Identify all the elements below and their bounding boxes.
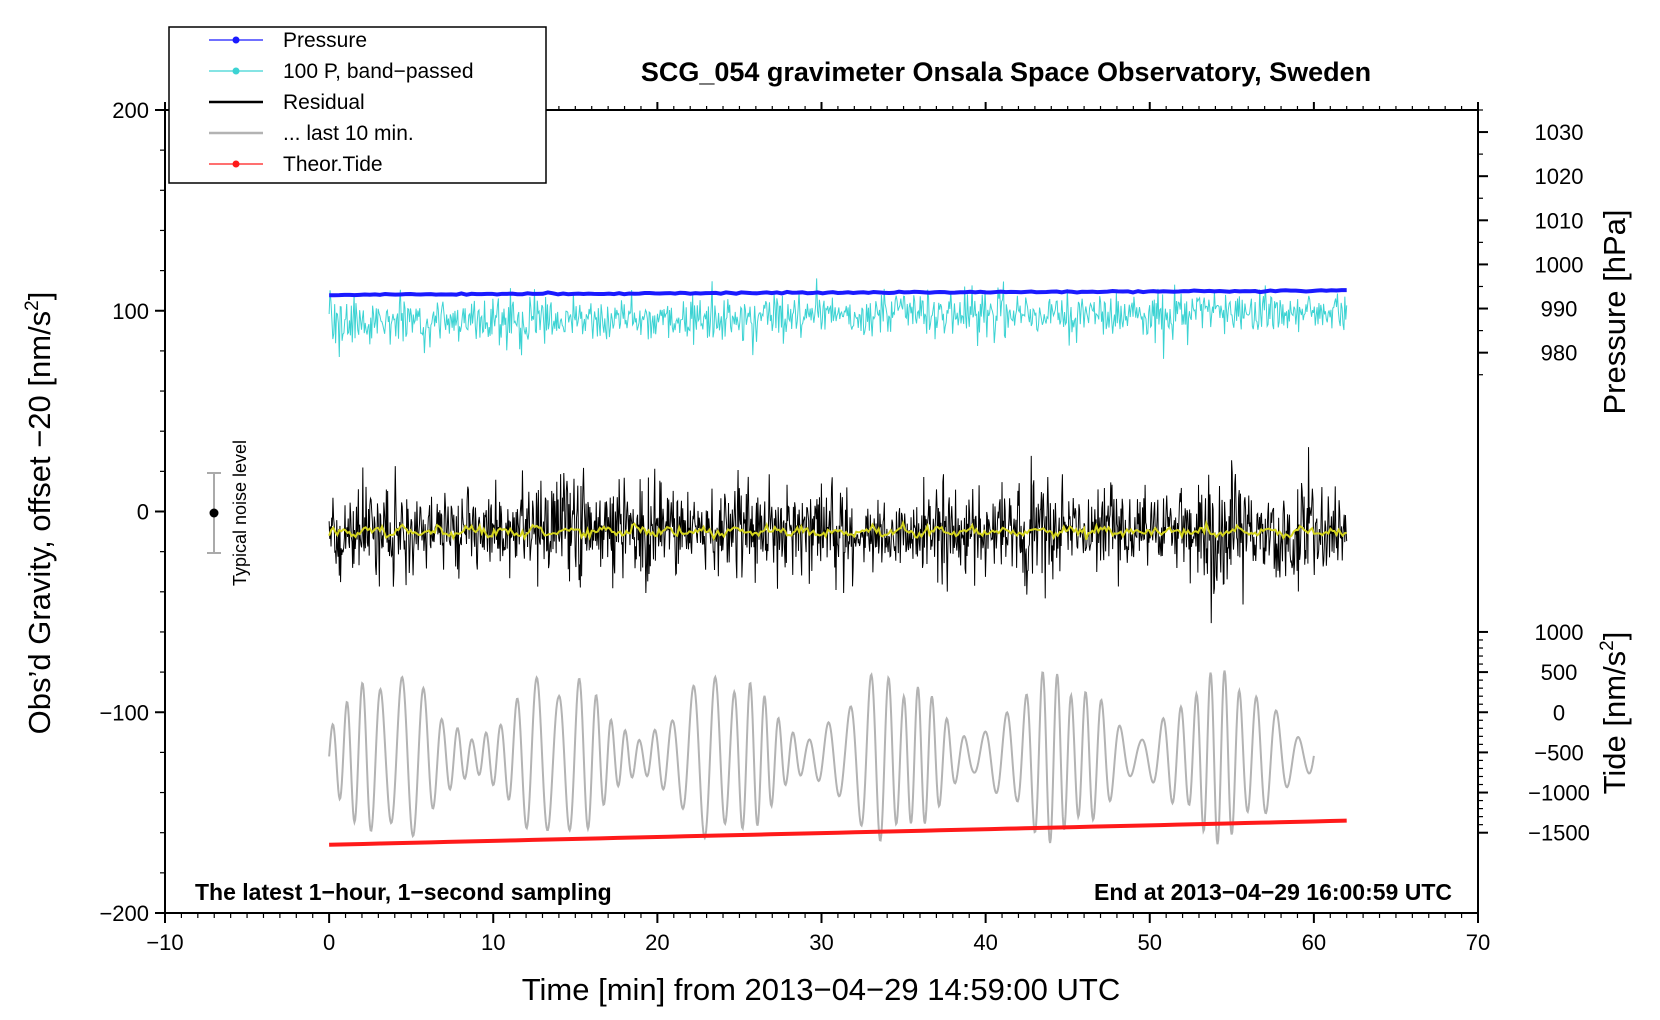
pressure-tick-label: 1020: [1535, 164, 1584, 189]
y-tick-label: 0: [137, 500, 149, 525]
y-tick-label: 100: [112, 299, 149, 324]
legend-label: 100 P, band−passed: [283, 60, 474, 83]
tide-tick-label: −1500: [1528, 821, 1590, 846]
legend-items: Pressure 100 P, band−passed Residual ... la…: [209, 29, 474, 176]
x-tick-label: 70: [1466, 930, 1490, 955]
legend-label: ... last 10 min.: [283, 122, 414, 145]
legend-item: Residual: [209, 91, 365, 114]
noise-level-label: Typical noise level: [230, 440, 250, 586]
tide-tick-label: −500: [1534, 740, 1584, 765]
legend: Pressure 100 P, band−passed Residual ... la…: [168, 26, 547, 184]
tide-tick-label: 500: [1541, 660, 1578, 685]
pressure-tick-label: 1010: [1535, 208, 1584, 233]
series-line-pressure: [329, 288, 1347, 298]
y-axis-title-left-main: Obs’d Gravity, offset −20 [nm/s: [22, 311, 57, 735]
legend-item: ... last 10 min.: [209, 122, 414, 145]
tide-tick-label: 0: [1553, 700, 1565, 725]
x-tick-label: 40: [973, 930, 997, 955]
pressure-tick-label: 1000: [1535, 252, 1584, 277]
y-axis-title-tide: Tide [nm/s2]: [1597, 632, 1632, 795]
y-tick-label: −100: [99, 700, 149, 725]
legend-label: Residual: [283, 91, 365, 114]
y-axis-title-tide-main: Tide [nm/s: [1597, 651, 1632, 795]
series-line-residual: [328, 447, 1348, 624]
legend-label: Theor.Tide: [283, 153, 383, 176]
legend-swatch-marker: [232, 67, 240, 75]
legend-label: Pressure: [283, 29, 367, 52]
x-tick-label: 60: [1302, 930, 1326, 955]
series-line-last-10-min: [328, 670, 1315, 845]
annotation-end-time: End at 2013−04−29 16:00:59 UTC: [1094, 879, 1452, 905]
y-axis-title-left-end: ]: [22, 292, 57, 301]
pressure-tick-label: 1030: [1535, 120, 1584, 145]
noise-level-indicator: Typical noise level: [207, 440, 250, 586]
series-line-residual-smoothed: [328, 519, 1347, 542]
tide-tick-label: −1000: [1528, 781, 1590, 806]
series-line-bandpassed-pressure: [328, 278, 1348, 359]
x-tick-label: −10: [146, 930, 183, 955]
y-tick-label: 200: [112, 98, 149, 123]
legend-box: [168, 26, 547, 184]
y-axis-title-tide-sup: 2: [1597, 640, 1618, 651]
y-axis-title-tide-end: ]: [1597, 632, 1632, 641]
x-tick-label: 50: [1138, 930, 1162, 955]
y-tick-label: −200: [99, 901, 149, 926]
legend-swatch-marker: [232, 36, 240, 44]
noise-bar-dot: [209, 508, 219, 518]
chart-title: SCG_054 gravimeter Onsala Space Observat…: [641, 57, 1371, 87]
y-axis-title-left-sup: 2: [22, 300, 43, 311]
legend-item: 100 P, band−passed: [209, 60, 474, 83]
series-line-tide: [329, 818, 1347, 847]
axis-ticks: −10 0 10 20 30 40 50 60 702001000−100−2001030102…: [99, 98, 1589, 955]
series-layer: [328, 278, 1348, 847]
annotation-sampling: The latest 1−hour, 1−second sampling: [195, 879, 612, 905]
x-tick-label: 0: [323, 930, 335, 955]
tide-tick-label: 1000: [1535, 620, 1584, 645]
pressure-tick-label: 980: [1541, 341, 1578, 366]
y-axis-title-left: Obs’d Gravity, offset −20 [nm/s2]: [22, 292, 57, 735]
x-tick-label: 30: [809, 930, 833, 955]
legend-item: Theor.Tide: [209, 153, 383, 176]
legend-swatch-marker: [232, 160, 240, 168]
legend-item: Pressure: [209, 29, 367, 52]
x-tick-label: 20: [645, 930, 669, 955]
x-axis-title: Time [min] from 2013−04−29 14:59:00 UTC: [522, 972, 1121, 1007]
y-axis-title-pressure: Pressure [hPa]: [1597, 209, 1632, 414]
x-tick-label: 10: [481, 930, 505, 955]
pressure-tick-label: 990: [1541, 297, 1578, 322]
